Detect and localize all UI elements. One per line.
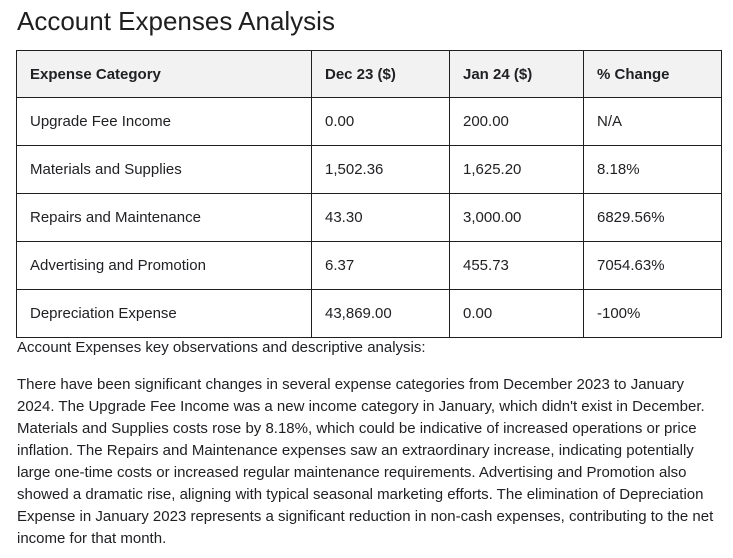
table-header-row: Expense Category Dec 23 ($) Jan 24 ($) %…: [16, 50, 722, 98]
table-row: Depreciation Expense 43,869.00 0.00 -100…: [16, 289, 722, 338]
cell-percent-change: 8.18%: [583, 145, 722, 194]
cell-percent-change: -100%: [583, 289, 722, 338]
cell-category: Upgrade Fee Income: [16, 97, 312, 146]
cell-percent-change: 6829.56%: [583, 193, 722, 242]
header-expense-category: Expense Category: [16, 50, 312, 98]
cell-jan-24: 0.00: [449, 289, 584, 338]
cell-dec-23: 0.00: [311, 97, 450, 146]
cell-category: Depreciation Expense: [16, 289, 312, 338]
table-row: Repairs and Maintenance 43.30 3,000.00 6…: [16, 193, 722, 242]
cell-jan-24: 455.73: [449, 241, 584, 290]
header-dec-23: Dec 23 ($): [311, 50, 450, 98]
cell-jan-24: 3,000.00: [449, 193, 584, 242]
cell-category: Materials and Supplies: [16, 145, 312, 194]
header-percent-change: % Change: [583, 50, 722, 98]
cell-jan-24: 1,625.20: [449, 145, 584, 194]
cell-percent-change: 7054.63%: [583, 241, 722, 290]
expenses-table: Expense Category Dec 23 ($) Jan 24 ($) %…: [16, 50, 722, 338]
cell-category: Repairs and Maintenance: [16, 193, 312, 242]
cell-dec-23: 43,869.00: [311, 289, 450, 338]
header-jan-24: Jan 24 ($): [449, 50, 584, 98]
cell-jan-24: 200.00: [449, 97, 584, 146]
observations-paragraph: There have been significant changes in s…: [17, 376, 714, 547]
cell-percent-change: N/A: [583, 97, 722, 146]
cell-dec-23: 43.30: [311, 193, 450, 242]
observations-heading: Account Expenses key observations and de…: [17, 339, 426, 356]
cell-dec-23: 1,502.36: [311, 145, 450, 194]
table-row: Upgrade Fee Income 0.00 200.00 N/A: [16, 97, 722, 146]
page-title: Account Expenses Analysis: [17, 6, 335, 36]
cell-category: Advertising and Promotion: [16, 241, 312, 290]
cell-dec-23: 6.37: [311, 241, 450, 290]
table-row: Materials and Supplies 1,502.36 1,625.20…: [16, 145, 722, 194]
table-row: Advertising and Promotion 6.37 455.73 70…: [16, 241, 722, 290]
